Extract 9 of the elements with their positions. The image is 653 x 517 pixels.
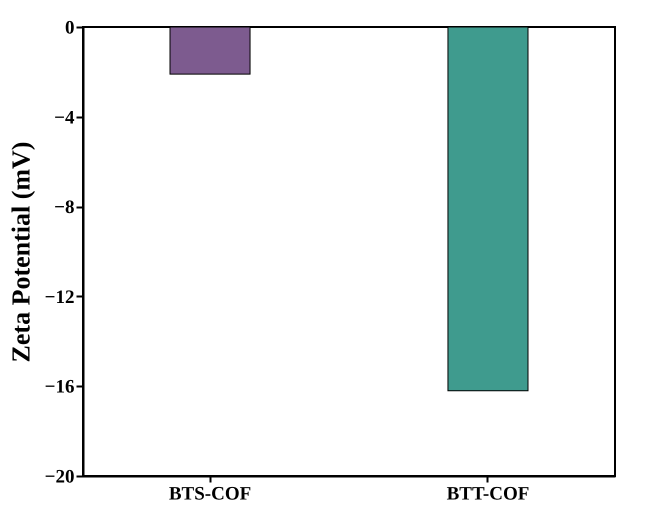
y-tick-label: −4 (54, 107, 75, 128)
y-tick-label: −12 (44, 286, 74, 308)
y-tick-label: −16 (44, 376, 74, 398)
y-axis-title: Zeta Potential (mV) (6, 142, 36, 362)
y-tick-label: −8 (54, 197, 74, 218)
y-tick-label: 0 (65, 18, 74, 38)
x-tick-label: BTT-COF (446, 484, 530, 504)
y-tick-label: −20 (44, 466, 74, 488)
x-tick-label: BTS-COF (168, 484, 252, 504)
